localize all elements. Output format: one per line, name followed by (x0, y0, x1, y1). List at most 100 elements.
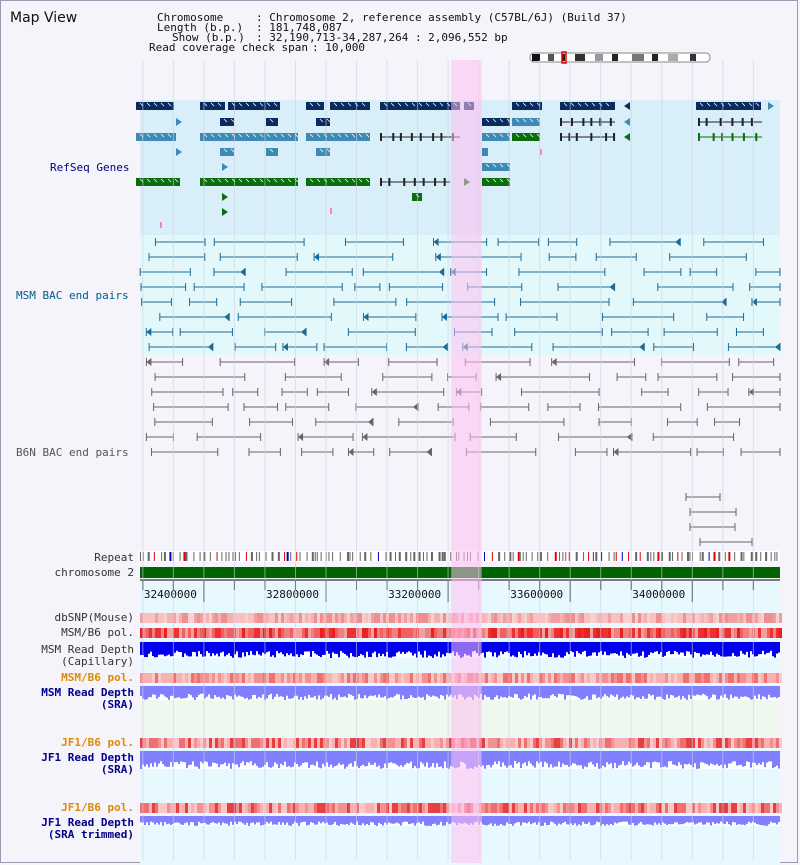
msm-bac-track[interactable] (139, 238, 781, 351)
gene-strand-mark (153, 133, 158, 138)
gene-exon (698, 118, 700, 126)
msm-pol-cell (179, 628, 182, 638)
refseq-track[interactable] (136, 102, 774, 228)
label-b6n-bac: B6N BAC end pairs (16, 446, 129, 459)
jf1-sra-depth (194, 751, 196, 767)
jf1-trimmed-depth (664, 816, 666, 824)
msm-pol2-cell (512, 673, 515, 683)
dbsnp-cell (230, 613, 233, 623)
jf1-pol2-cell (728, 803, 731, 813)
msm-capillary-depth (610, 642, 612, 654)
msm-pol-cell (371, 628, 374, 638)
jf1-sra-depth (266, 751, 268, 763)
jf1-pol-cell (149, 738, 152, 748)
jf1-pol-cell (518, 738, 521, 748)
jf1-trimmed-depth (574, 816, 576, 824)
dbsnp-cell (254, 613, 257, 623)
jf1-trimmed-depth (696, 816, 698, 824)
jf1-trimmed-depth (714, 816, 716, 824)
jf1-pol-cell (209, 738, 212, 748)
gene (200, 102, 225, 110)
jf1-pol-cell (335, 738, 338, 748)
jf1-pol-cell (779, 738, 782, 748)
jf1-trimmed-depth (374, 816, 376, 825)
jf1-trimmed-depth (262, 816, 264, 825)
jf1-trimmed-depth (692, 816, 694, 823)
jf1-pol-cell (773, 738, 776, 748)
repeat-element (728, 552, 731, 561)
msm-capillary-depth (420, 642, 422, 655)
msm-pol-cell (272, 628, 275, 638)
msm-pol2-cell (614, 673, 617, 683)
jf1-sra-depth (720, 751, 722, 765)
msm-sra-depth (734, 686, 736, 697)
msm-sra-depth (640, 686, 642, 699)
msm-pol2-cell (449, 673, 452, 683)
jf1-trimmed-depth (168, 816, 170, 824)
jf1-trimmed-depth (746, 816, 748, 824)
msm-pol-cell (602, 628, 605, 638)
repeat-element (653, 552, 655, 561)
msm-pol-cell (437, 628, 440, 638)
jf1-pol2-cell (431, 803, 434, 813)
msm-pol2-cell (590, 673, 593, 683)
jf1-trimmed-depth (340, 816, 342, 825)
jf1-pol-cell (701, 738, 704, 748)
msm-pol-cell (650, 628, 653, 638)
jf1-pol-cell (365, 738, 368, 748)
jf1-trimmed-depth (200, 816, 202, 824)
msm-capillary-depth (568, 642, 570, 655)
dbsnp-cell (368, 613, 371, 623)
jf1-trimmed-depth (638, 816, 640, 824)
msm-pol-cell (425, 628, 428, 638)
msm-capillary-depth (226, 642, 228, 655)
gene-exon (590, 118, 593, 126)
dbsnp-cell (419, 613, 422, 623)
jf1-trimmed-depth (280, 816, 282, 825)
msm-sra-depth (188, 686, 190, 694)
jf1-pol-cell (377, 738, 380, 748)
jf1-sra-depth (652, 751, 654, 763)
jf1-pol-cell (317, 738, 320, 748)
gene-exon (399, 133, 402, 141)
msm-sra-depth (656, 686, 658, 697)
chromosome-ideogram[interactable] (529, 51, 711, 64)
jf1-sra-depth (432, 751, 434, 764)
jf1-sra-depth (326, 751, 328, 763)
msm-sra-depth (440, 686, 442, 695)
gene-strand-mark (605, 102, 610, 107)
msm-arrow (301, 328, 307, 336)
msm-pol-cell (632, 628, 635, 638)
jf1-trimmed-depth (376, 816, 378, 826)
jf1-pol-cell (437, 738, 440, 748)
msm-sra-depth (542, 686, 544, 699)
jf1-pol-cell (707, 738, 710, 748)
jf1-pol2-cell (248, 803, 251, 813)
dbsnp-cell (620, 613, 623, 623)
jf1-trimmed-depth (202, 816, 204, 824)
jf1-sra-depth (258, 751, 260, 768)
msm-pol-cell (641, 628, 644, 638)
heat-tracks[interactable] (140, 613, 782, 826)
msm-capillary-depth (536, 642, 538, 656)
jf1-pol-cell (347, 738, 350, 748)
jf1-pol-cell (695, 738, 698, 748)
msm-sra-depth (638, 686, 640, 698)
msm-pol-cell (383, 628, 386, 638)
dbsnp-cell (500, 613, 503, 623)
msm-capillary-depth (772, 642, 774, 657)
msm-pol2-cell (641, 673, 644, 683)
jf1-sra-depth (188, 751, 190, 766)
msm-pol2-cell (497, 673, 500, 683)
gene-strand-mark (522, 133, 527, 138)
gene-strand-mark (563, 102, 568, 107)
msm-sra-depth (298, 686, 300, 700)
msm-sra-depth (526, 686, 528, 698)
dbsnp-cell (485, 613, 488, 623)
msm-capillary-depth (644, 642, 646, 658)
ideogram-band (612, 54, 618, 61)
msm-pol-cell (305, 628, 308, 638)
gene (380, 102, 460, 110)
jf1-pol2-cell (737, 803, 740, 813)
